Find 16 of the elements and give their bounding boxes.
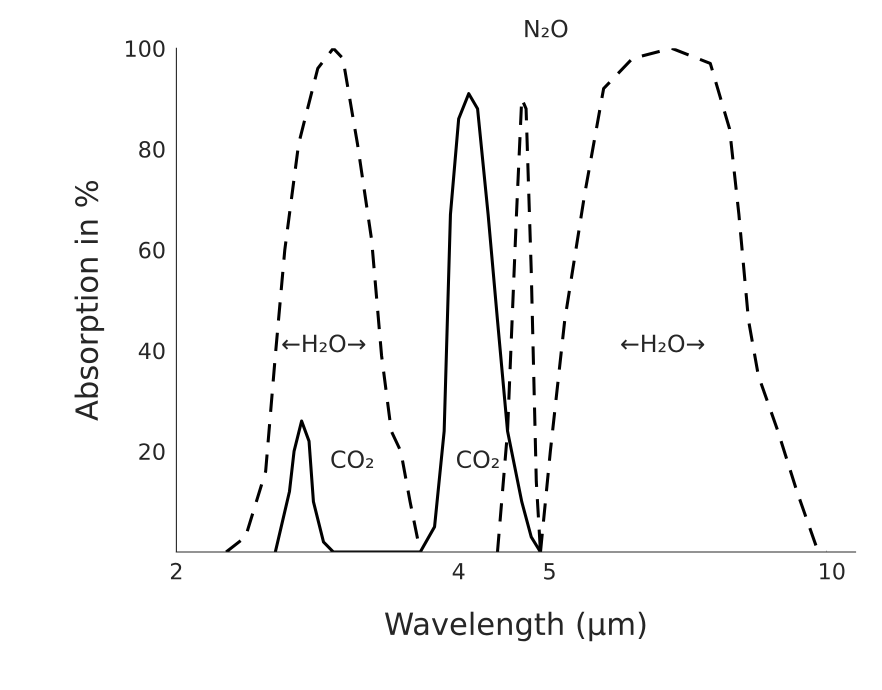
annotation: ←H₂O→ — [621, 334, 704, 352]
annotation: ←H₂O→ — [282, 334, 366, 352]
y-axis-title: Absorption in % — [74, 180, 104, 421]
x-tick-label: 10 — [820, 562, 844, 580]
y-tick-label: 60 — [139, 242, 165, 259]
y-tick-label: 80 — [139, 140, 165, 158]
y-tick-label: 100 — [126, 40, 165, 58]
y-tick-label: 40 — [138, 342, 165, 360]
annotation: CO₂ — [331, 450, 374, 468]
x-tick-label: 4 — [452, 563, 464, 580]
x-tick-label: 5 — [544, 563, 555, 580]
x-axis-title: Wavelength (µm) — [384, 612, 646, 642]
annotation: CO₂ — [456, 450, 499, 468]
y-tick-label: 20 — [139, 443, 165, 460]
x-tick-label: 2 — [170, 562, 182, 580]
text: N₂O — [525, 20, 568, 38]
